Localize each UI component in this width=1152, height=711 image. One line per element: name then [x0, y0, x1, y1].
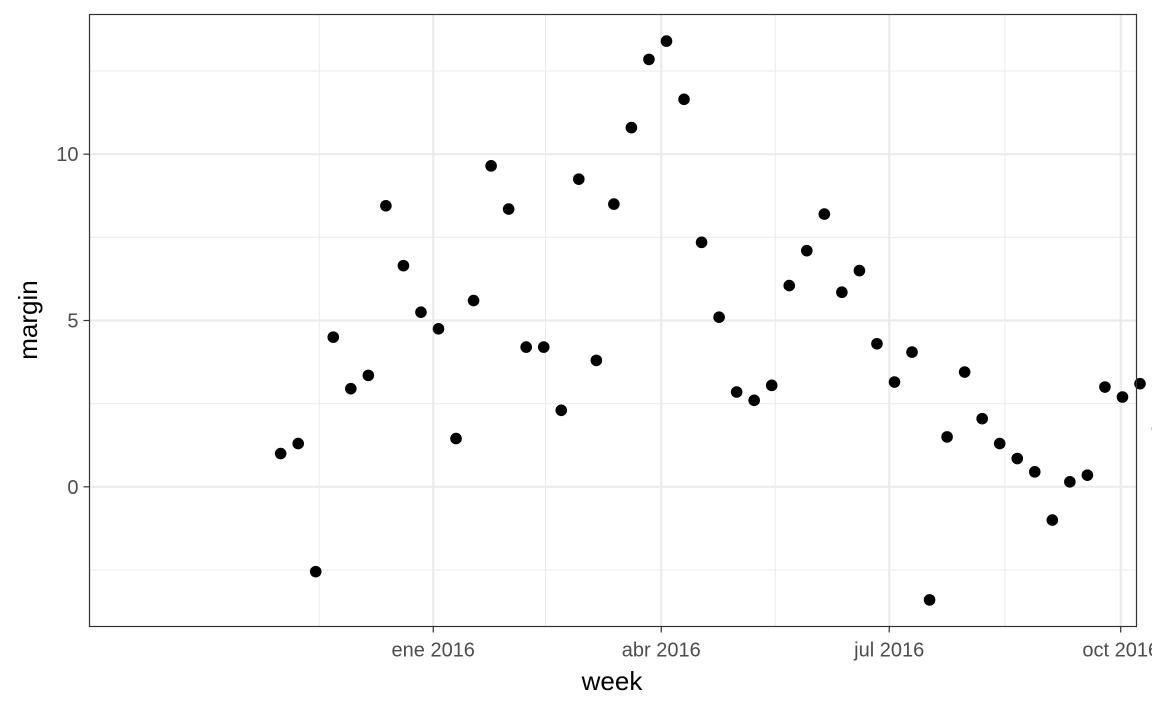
data-point	[748, 394, 760, 407]
data-point	[765, 379, 778, 392]
data-point	[678, 93, 690, 106]
data-point	[1134, 377, 1146, 390]
data-point	[713, 311, 725, 323]
data-point	[450, 432, 462, 445]
y-axis-ticks: 0 5 10	[56, 144, 90, 499]
data-point	[380, 199, 392, 212]
y-axis-title: margin	[13, 280, 43, 359]
data-point	[274, 447, 287, 460]
data-point	[695, 236, 708, 249]
data-point	[906, 346, 918, 358]
y-tick-label: 5	[67, 311, 78, 333]
data-point	[853, 264, 866, 277]
data-point	[573, 173, 585, 185]
data-points	[274, 35, 1152, 606]
x-tick-label: jul 2016	[853, 640, 924, 662]
y-tick-label: 10	[56, 144, 78, 166]
data-point	[362, 369, 375, 382]
y-tick-label: 0	[67, 477, 78, 499]
data-point	[327, 331, 340, 343]
data-point	[1099, 381, 1111, 393]
data-point	[537, 341, 550, 353]
data-point	[397, 259, 410, 272]
data-point	[467, 294, 480, 307]
data-point	[643, 53, 655, 66]
data-point	[625, 121, 638, 134]
data-point	[660, 35, 673, 47]
data-point	[1116, 391, 1129, 403]
data-point	[555, 404, 568, 417]
data-point	[1011, 452, 1024, 465]
data-point	[608, 198, 620, 210]
data-point	[1081, 469, 1094, 481]
data-point	[502, 203, 515, 215]
data-point	[923, 594, 936, 606]
data-point	[836, 286, 848, 299]
x-axis-ticks: ene 2016 abr 2016 jul 2016 oct 2016	[392, 626, 1152, 662]
data-point	[292, 437, 304, 450]
data-point	[888, 376, 901, 388]
data-point	[309, 565, 322, 578]
x-axis-title: week	[581, 666, 644, 696]
data-point	[1064, 476, 1076, 488]
data-point	[1028, 466, 1041, 478]
x-tick-label: abr 2016	[622, 640, 701, 662]
data-point	[485, 160, 497, 172]
x-tick-label: ene 2016	[392, 640, 475, 662]
x-tick-label: oct 2016	[1082, 640, 1152, 662]
data-point	[800, 244, 813, 257]
data-point	[783, 279, 796, 292]
data-point	[993, 437, 1006, 450]
data-point	[520, 341, 532, 353]
data-point	[958, 366, 971, 378]
data-point	[415, 306, 427, 318]
data-point	[730, 386, 743, 398]
data-point	[345, 382, 357, 395]
data-point	[590, 354, 603, 367]
data-point	[976, 412, 988, 425]
data-point	[818, 208, 831, 220]
major-gridlines	[89, 14, 1137, 627]
data-point	[1046, 514, 1059, 526]
data-point	[941, 431, 953, 443]
data-point	[432, 323, 445, 335]
data-point	[871, 337, 883, 350]
